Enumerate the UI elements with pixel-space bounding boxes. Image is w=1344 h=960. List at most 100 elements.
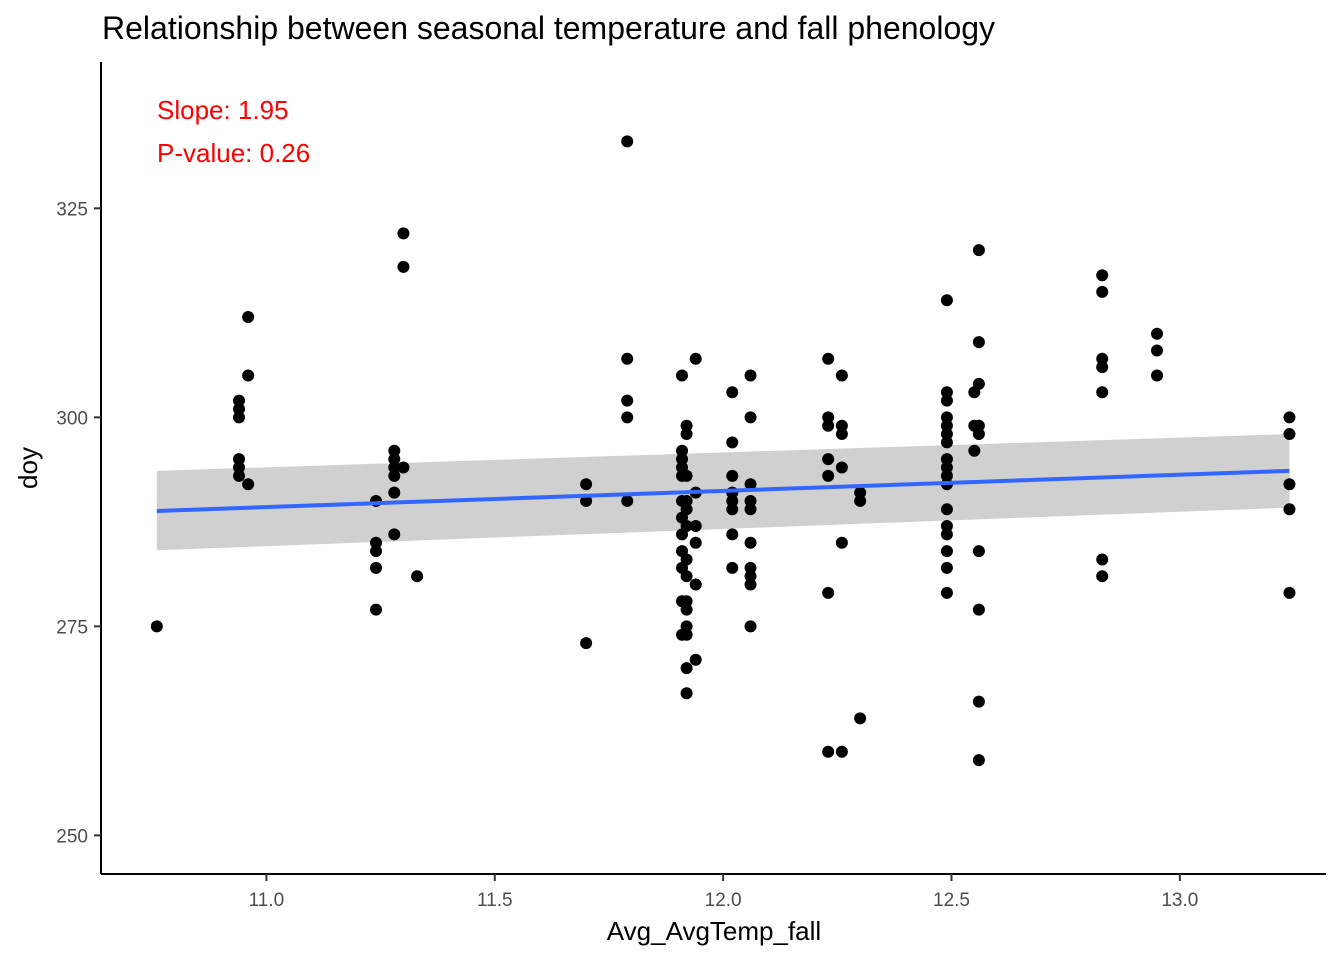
data-point: [744, 561, 757, 574]
data-point: [680, 469, 693, 482]
data-point: [689, 352, 702, 365]
data-point: [680, 628, 693, 641]
data-point: [621, 411, 634, 424]
data-point: [242, 369, 255, 382]
data-point: [1151, 344, 1164, 357]
data-point: [972, 695, 985, 708]
data-point: [233, 394, 246, 407]
data-point: [835, 745, 848, 758]
data-point: [388, 469, 401, 482]
data-point: [854, 486, 867, 499]
data-point: [972, 603, 985, 616]
data-point: [680, 595, 693, 608]
data-point: [676, 444, 689, 457]
data-point: [233, 411, 246, 424]
data-point: [726, 436, 739, 449]
data-point: [680, 520, 693, 533]
data-point: [822, 453, 835, 466]
data-point: [726, 386, 739, 399]
chart-title: Relationship between seasonal temperatur…: [102, 10, 995, 46]
data-point: [370, 536, 383, 549]
data-point: [580, 478, 593, 491]
data-point: [940, 453, 953, 466]
data-point: [680, 570, 693, 583]
data-point: [744, 578, 757, 591]
data-points-layer: [150, 135, 1296, 767]
data-point: [621, 135, 634, 148]
data-point: [972, 754, 985, 767]
data-point: [744, 503, 757, 516]
data-point: [370, 603, 383, 616]
data-point: [835, 419, 848, 432]
data-point: [744, 494, 757, 507]
data-point: [940, 545, 953, 558]
data-point: [940, 503, 953, 516]
annotation-layer: Slope: 1.95 P-value: 0.26: [157, 95, 310, 168]
data-point: [689, 520, 702, 533]
data-point: [689, 653, 702, 666]
data-point: [388, 444, 401, 457]
data-point: [972, 244, 985, 257]
data-point: [940, 561, 953, 574]
data-point: [1283, 586, 1296, 599]
data-point: [680, 494, 693, 507]
data-point: [822, 586, 835, 599]
data-point: [940, 586, 953, 599]
data-point: [676, 453, 689, 466]
data-point: [580, 494, 593, 507]
data-point: [397, 260, 410, 273]
data-point: [1096, 386, 1109, 399]
x-axis-title: Avg_AvgTemp_fall: [607, 916, 821, 946]
data-point: [680, 503, 693, 516]
data-point: [388, 453, 401, 466]
data-point: [621, 394, 634, 407]
data-point: [242, 478, 255, 491]
x-tick-label: 11.0: [249, 890, 285, 911]
data-point: [744, 369, 757, 382]
x-tick-label: 11.5: [477, 890, 513, 911]
data-point: [940, 411, 953, 424]
data-point: [854, 494, 867, 507]
data-point: [854, 712, 867, 725]
data-point: [940, 528, 953, 541]
data-point: [972, 377, 985, 390]
data-point: [744, 478, 757, 491]
data-point: [397, 227, 410, 240]
data-point: [680, 428, 693, 441]
x-axis-ticks: 11.0 11.5 12.0 12.5 13.0: [249, 874, 1198, 911]
data-point: [1283, 411, 1296, 424]
data-point: [940, 428, 953, 441]
data-point: [370, 545, 383, 558]
data-point: [940, 394, 953, 407]
x-tick-label: 13.0: [1161, 890, 1198, 911]
fit-line-layer: [156, 468, 1290, 513]
data-point: [822, 469, 835, 482]
data-point: [822, 419, 835, 432]
data-point: [680, 620, 693, 633]
y-tick-label: 250: [56, 826, 88, 847]
data-point: [726, 528, 739, 541]
data-point: [972, 428, 985, 441]
data-point: [680, 662, 693, 675]
fit-line: [156, 468, 1290, 513]
y-tick-label: 300: [56, 408, 88, 429]
data-point: [233, 469, 246, 482]
y-tick-label: 275: [56, 617, 88, 638]
data-point: [972, 336, 985, 349]
x-tick-label: 12.5: [933, 890, 970, 911]
data-point: [680, 603, 693, 616]
data-point: [835, 536, 848, 549]
data-point: [388, 486, 401, 499]
data-point: [1096, 269, 1109, 282]
data-point: [1096, 570, 1109, 583]
x-tick-label: 12.0: [705, 890, 742, 911]
data-point: [1096, 285, 1109, 298]
data-point: [940, 461, 953, 474]
data-point: [726, 469, 739, 482]
data-point: [940, 386, 953, 399]
data-point: [822, 411, 835, 424]
data-point: [1096, 553, 1109, 566]
data-point: [744, 620, 757, 633]
data-point: [822, 352, 835, 365]
data-point: [680, 419, 693, 432]
